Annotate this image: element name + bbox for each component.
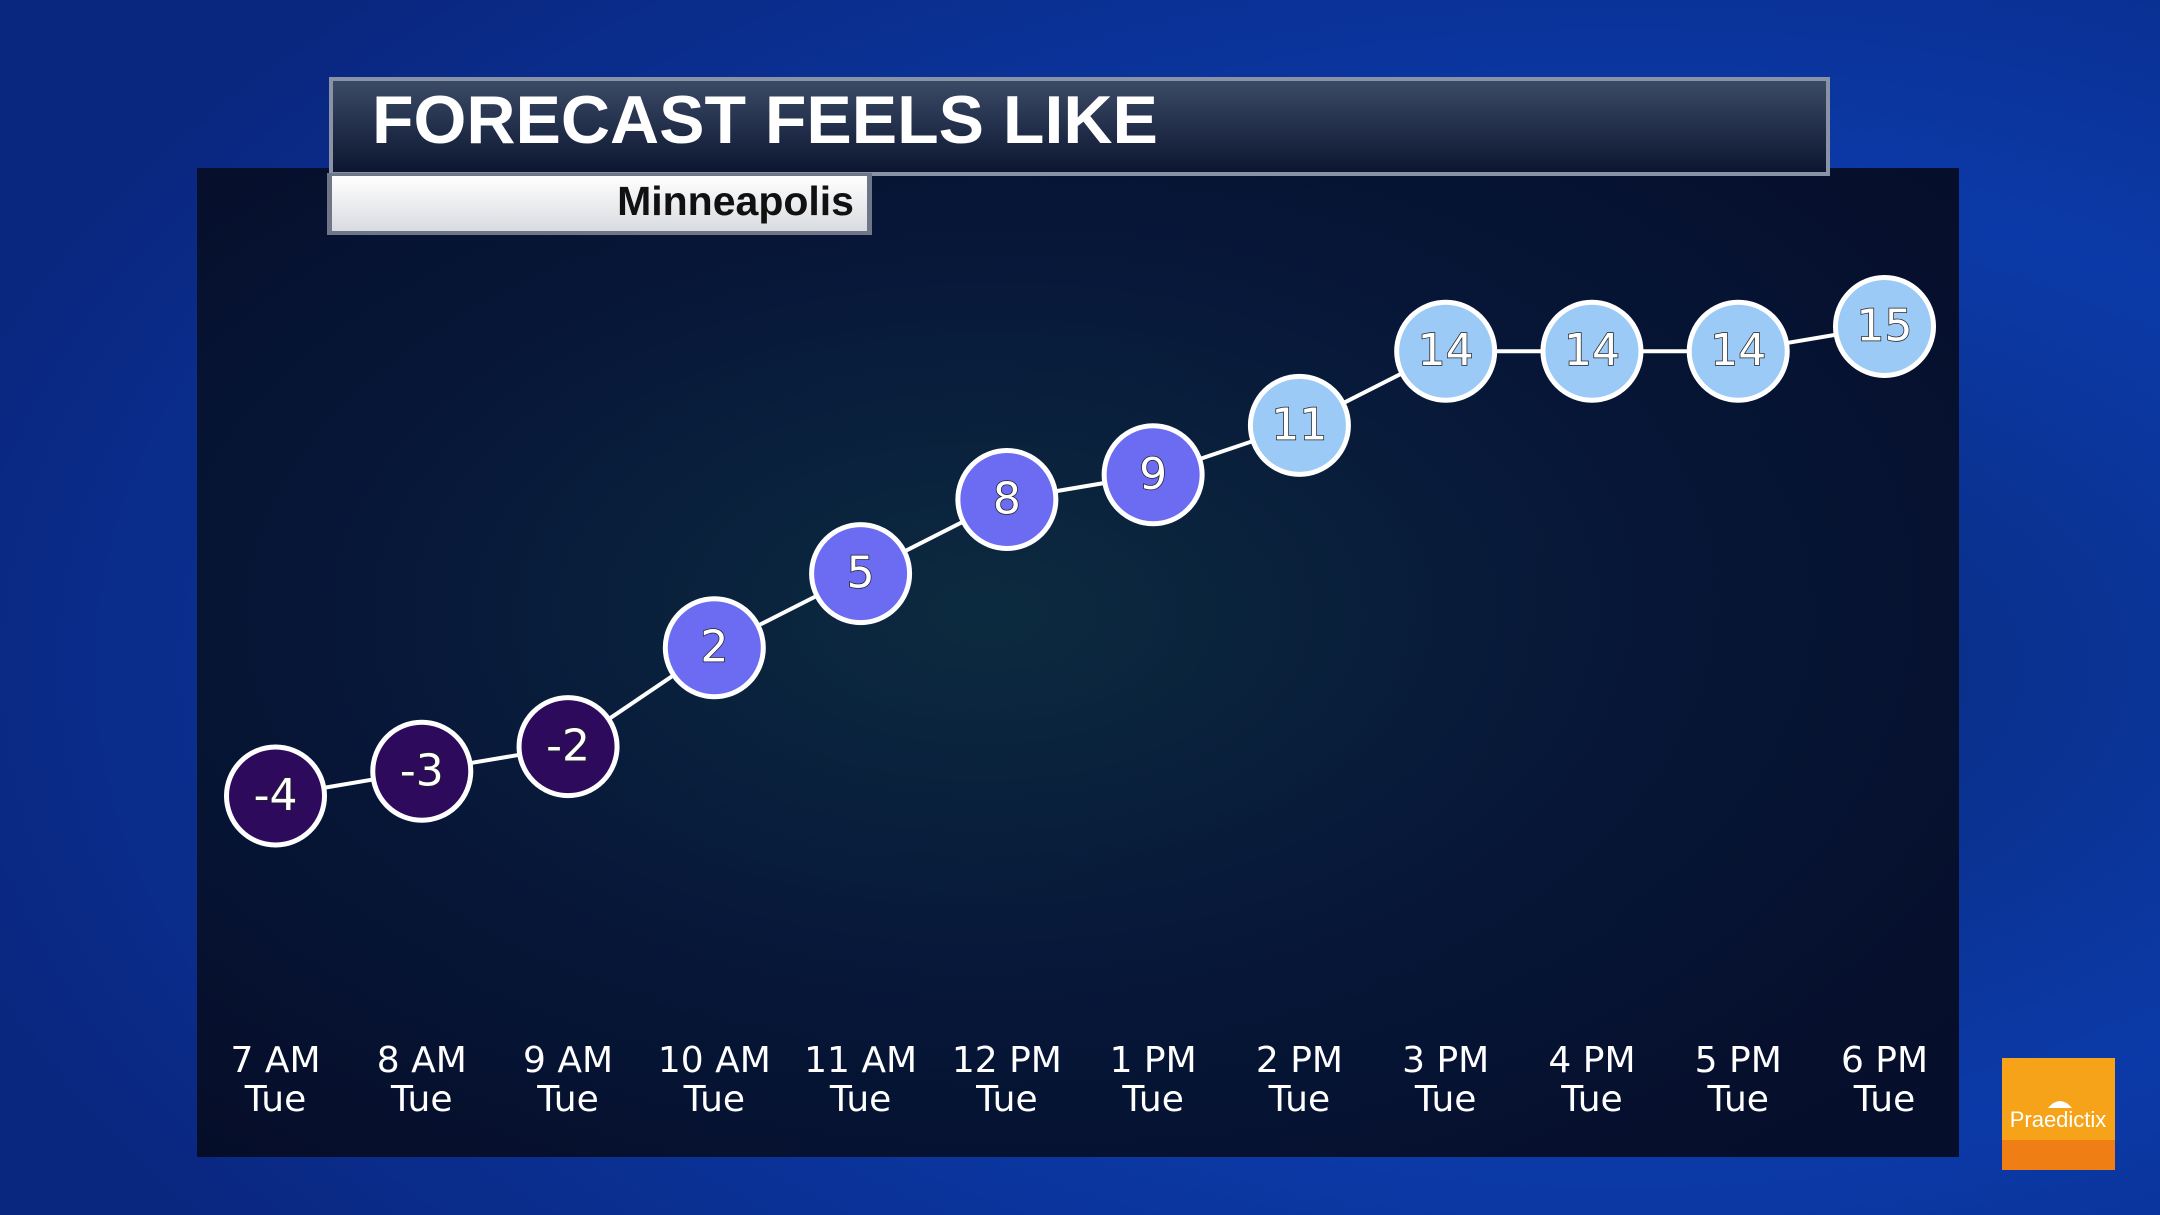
- x-tick-label: 9 AM: [523, 1040, 613, 1081]
- logo-text: Praedictix: [2010, 1107, 2107, 1132]
- x-tick-day: Tue: [1853, 1079, 1916, 1120]
- value-label: 9: [1139, 449, 1167, 500]
- x-tick-label: 8 AM: [377, 1040, 467, 1081]
- x-tick-day: Tue: [390, 1079, 453, 1120]
- x-tick-label: 11 AM: [804, 1040, 917, 1081]
- x-tick-label: 7 AM: [230, 1040, 320, 1081]
- x-tick-label: 12 PM: [952, 1040, 1062, 1081]
- value-label: 14: [1418, 325, 1474, 376]
- value-label: -4: [254, 770, 298, 821]
- x-tick-day: Tue: [683, 1079, 746, 1120]
- point: [955, 447, 1059, 551]
- point: [224, 744, 327, 848]
- title-bar: [333, 81, 1826, 172]
- x-tick-day: Tue: [536, 1079, 599, 1120]
- value-label: 5: [847, 548, 875, 599]
- value-label: 14: [1564, 325, 1620, 376]
- logo-icon: [2048, 1101, 2072, 1108]
- value-label: -2: [546, 721, 590, 772]
- value-label: 8: [993, 473, 1021, 524]
- x-tick-day: Tue: [1414, 1079, 1477, 1120]
- plot-panel: [197, 168, 1959, 1157]
- x-tick-label: 10 AM: [658, 1040, 771, 1081]
- x-tick-label: 2 PM: [1256, 1040, 1343, 1081]
- value-label: 2: [700, 622, 728, 673]
- value-label: 11: [1271, 399, 1327, 450]
- x-tick-day: Tue: [1706, 1079, 1769, 1120]
- x-tick-label: 5 PM: [1695, 1040, 1782, 1081]
- point: [1833, 275, 1936, 378]
- point: [1101, 423, 1205, 527]
- point: [516, 695, 620, 799]
- value-label: 15: [1857, 301, 1913, 352]
- x-tick-label: 3 PM: [1402, 1040, 1489, 1081]
- point: [662, 596, 766, 700]
- point: [370, 719, 474, 823]
- x-tick-day: Tue: [829, 1079, 892, 1120]
- chart-subtitle: Minneapolis: [617, 178, 854, 224]
- chart-title: FORECAST FEELS LIKE: [372, 82, 1158, 158]
- value-label: -3: [400, 745, 444, 796]
- x-tick-label: 1 PM: [1110, 1040, 1197, 1081]
- x-tick-day: Tue: [244, 1079, 307, 1120]
- x-tick-day: Tue: [1268, 1079, 1331, 1120]
- x-tick-label: 4 PM: [1548, 1040, 1635, 1081]
- point: [1540, 299, 1644, 403]
- logo-band: [2002, 1140, 2115, 1170]
- point: [1686, 299, 1790, 403]
- x-tick-day: Tue: [1560, 1079, 1623, 1120]
- point: [1394, 299, 1498, 403]
- value-label: 14: [1710, 325, 1766, 376]
- point: [809, 522, 913, 626]
- x-tick-day: Tue: [975, 1079, 1038, 1120]
- x-tick-day: Tue: [1121, 1079, 1184, 1120]
- x-tick-label: 6 PM: [1841, 1040, 1928, 1081]
- point: [1247, 373, 1351, 477]
- subtitle-bar: [332, 176, 867, 231]
